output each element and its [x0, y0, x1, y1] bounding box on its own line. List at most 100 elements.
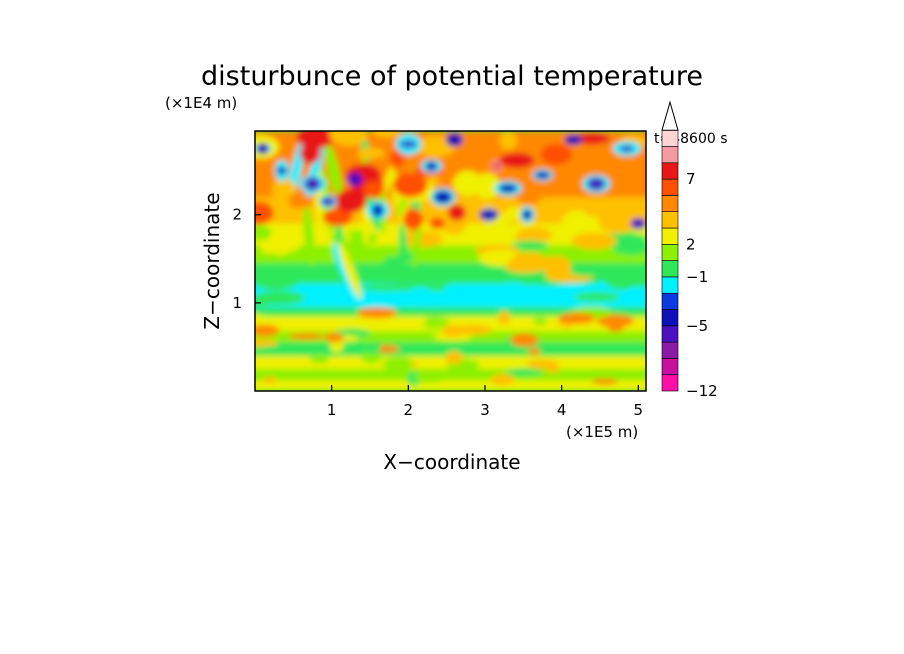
field-cell	[271, 178, 296, 201]
field-cell	[504, 207, 522, 221]
plot-frame	[254, 130, 647, 392]
field-band	[255, 380, 646, 391]
x-tick-label: 2	[404, 401, 414, 419]
colorbar-swatch	[661, 358, 679, 375]
field-cell	[356, 307, 397, 319]
colorbar-swatch	[661, 162, 679, 180]
field-cell	[504, 261, 547, 273]
colorbar-label: −1	[686, 268, 708, 286]
colorbar-extend-arrow	[661, 100, 679, 131]
field-cell	[416, 135, 456, 158]
field-cell	[347, 172, 363, 187]
colorbar-swatch	[661, 292, 679, 310]
field-cell	[533, 317, 547, 326]
colorbar-label: 2	[686, 235, 696, 253]
colorbar-swatch	[661, 341, 679, 359]
field-cell	[255, 339, 278, 347]
field-cell	[255, 263, 290, 281]
field-cell	[425, 161, 438, 171]
field-cell	[399, 140, 417, 148]
field-cell	[434, 265, 453, 275]
field-cell	[393, 172, 428, 198]
field-cell	[287, 333, 325, 340]
field-cell	[622, 286, 646, 301]
field-cell	[276, 192, 290, 221]
colorbar-swatch	[661, 227, 679, 245]
x-tick-label: 5	[634, 401, 644, 419]
field-cell	[379, 294, 411, 308]
field-cell	[399, 316, 428, 326]
field-cell	[324, 332, 344, 343]
colorbar-swatch	[661, 211, 679, 229]
y-axis-label: Z−coordinate	[200, 192, 224, 329]
field-cell	[334, 189, 367, 213]
colorbar: −12−5−127	[661, 100, 718, 400]
field-cell	[302, 203, 315, 267]
field-cell	[322, 208, 353, 227]
field-cell	[479, 209, 499, 221]
field-cell	[619, 145, 634, 152]
field-cell	[550, 247, 594, 257]
colorbar-swatch	[661, 129, 679, 147]
field-cell	[571, 232, 617, 250]
field-cell	[397, 251, 406, 291]
field-cell	[361, 350, 382, 364]
field-cell	[433, 190, 452, 204]
field-cell	[591, 378, 618, 385]
field-cell	[398, 224, 407, 261]
field-cell	[338, 242, 362, 299]
field-band	[255, 316, 646, 332]
field-cell	[255, 224, 272, 241]
field-cell	[476, 264, 514, 276]
field-cell	[359, 284, 415, 292]
field-cell	[445, 132, 463, 147]
field-cell	[569, 266, 612, 277]
field-cell	[363, 342, 381, 354]
field-cell	[255, 201, 274, 225]
field-cell	[398, 230, 444, 248]
field-cell	[499, 131, 517, 151]
field-cell	[599, 371, 630, 379]
y-scale-label: (×1E4 m)	[165, 94, 237, 112]
field-cell	[283, 194, 314, 209]
field-cell	[329, 131, 368, 147]
field-cell	[535, 171, 550, 179]
field-cell	[516, 227, 553, 243]
field-cell	[403, 208, 423, 231]
field-cell	[447, 204, 466, 221]
field-cell	[498, 152, 535, 168]
field-cell	[515, 284, 551, 298]
field-cell	[510, 333, 539, 347]
field-cell	[493, 162, 500, 170]
field-cell	[526, 359, 559, 370]
field-cell	[572, 133, 611, 145]
field-cell	[573, 292, 620, 302]
field-cell	[442, 324, 465, 337]
field-cell	[497, 311, 511, 325]
field-cell	[414, 372, 445, 383]
field-cell	[357, 147, 385, 159]
field-cell	[540, 143, 572, 165]
y-tick-label: 2	[232, 206, 242, 224]
field-cell	[262, 376, 277, 384]
field-cell	[276, 167, 288, 175]
field-cell	[363, 180, 385, 198]
colorbar-swatch	[661, 146, 679, 164]
field-cell	[309, 354, 330, 364]
field-cell	[342, 340, 365, 349]
y-tick-label: 1	[232, 294, 242, 312]
colorbar-label: −5	[686, 317, 708, 335]
x-tick-label: 4	[557, 401, 567, 419]
field-cell	[522, 209, 533, 220]
x-axis: 1 2 3 4 5	[327, 385, 643, 419]
field-cell	[558, 312, 596, 325]
field-cell	[505, 368, 543, 377]
x-tick-label: 1	[327, 401, 337, 419]
colorbar-swatch	[661, 309, 679, 327]
field-cell	[527, 348, 541, 355]
field-cell	[309, 133, 326, 150]
chart-title: disturbunce of potential temperature	[201, 61, 703, 92]
x-scale-label: (×1E5 m)	[566, 423, 638, 441]
field-cell	[472, 172, 501, 199]
